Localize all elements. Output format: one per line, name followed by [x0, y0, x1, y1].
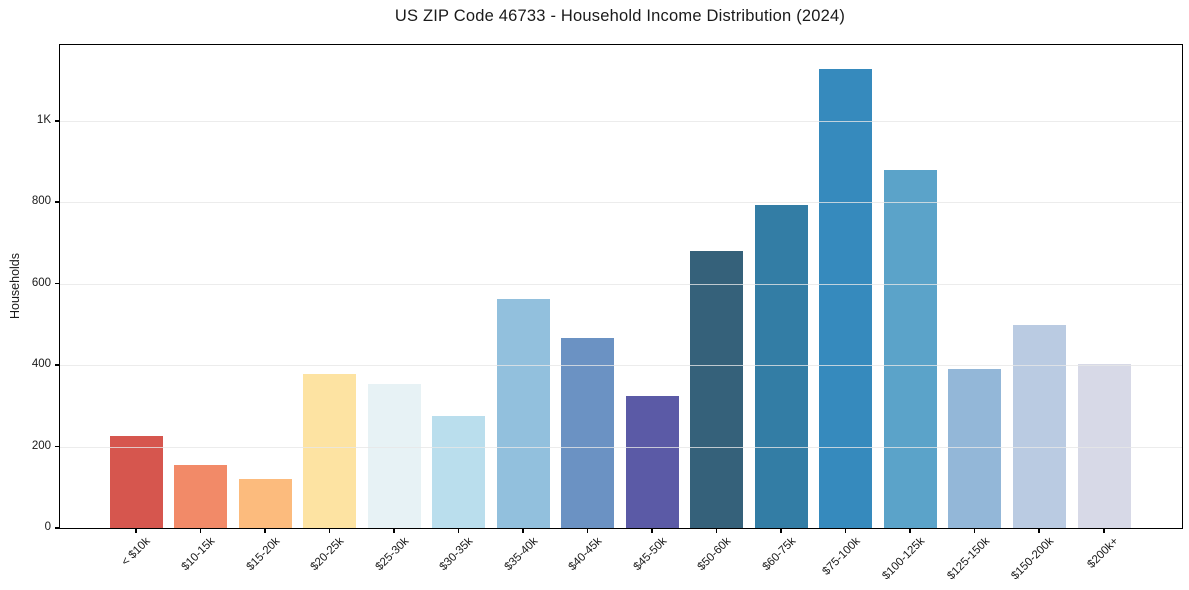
y-tick-label: 800	[31, 195, 51, 208]
bar	[1077, 364, 1131, 528]
x-tick-mark	[457, 529, 460, 533]
bar	[754, 204, 808, 528]
plot-area	[59, 44, 1183, 529]
y-tick-mark	[55, 445, 59, 448]
x-tick-label: $15-20k	[243, 535, 282, 574]
y-tick-label: 600	[31, 276, 51, 289]
x-tick-mark	[844, 529, 847, 533]
x-tick-mark	[973, 529, 976, 533]
bar	[883, 169, 937, 528]
y-tick-label: 0	[44, 521, 51, 533]
x-tick-label: $125-150k	[944, 535, 992, 583]
x-tick-mark	[199, 529, 202, 533]
x-tick-mark	[135, 529, 137, 533]
x-tick-label: $30-35k	[437, 535, 476, 574]
y-tick-mark	[55, 120, 59, 122]
x-tick-mark	[780, 529, 782, 533]
x-tick-mark	[522, 529, 524, 533]
x-tick-label: $40-45k	[566, 535, 605, 574]
bar	[496, 298, 550, 528]
x-tick-label: $10-15k	[179, 535, 218, 574]
y-tick-mark	[55, 282, 59, 285]
x-tick-label: $25-30k	[373, 535, 411, 574]
gridline	[60, 202, 1182, 204]
y-tick-label: 400	[31, 358, 51, 371]
x-tick-label: $100-125k	[880, 535, 928, 583]
bar	[432, 416, 486, 528]
gridline	[60, 283, 1182, 285]
y-tick-mark	[55, 364, 59, 366]
x-tick-label: $75-100k	[820, 535, 863, 578]
x-tick-mark	[586, 529, 589, 533]
bar	[819, 69, 873, 528]
y-tick-mark	[55, 201, 59, 203]
x-tick-mark	[909, 529, 911, 533]
bar	[1012, 324, 1066, 528]
y-tick-label: 1K	[36, 114, 51, 127]
bar	[561, 337, 615, 528]
x-tick-mark	[651, 529, 653, 533]
x-tick-mark	[715, 529, 718, 533]
x-tick-label: $20-25k	[308, 535, 347, 574]
x-tick-label: < $10k	[119, 535, 153, 569]
x-tick-mark	[264, 529, 266, 533]
y-tick-label: 200	[31, 439, 51, 452]
x-tick-label: $35-40k	[502, 535, 540, 574]
x-tick-mark	[1038, 529, 1040, 533]
x-tick-label: $60-75k	[760, 535, 799, 574]
bar	[948, 368, 1002, 528]
x-tick-mark	[1103, 529, 1105, 533]
bar	[174, 464, 228, 528]
x-tick-mark	[328, 529, 331, 533]
bar	[303, 374, 357, 528]
y-tick-mark	[55, 527, 59, 529]
bar	[238, 478, 292, 528]
bar	[109, 436, 163, 528]
x-tick-label: $150-200k	[1009, 535, 1057, 583]
x-tick-mark	[393, 529, 395, 533]
bar	[690, 250, 744, 528]
bar	[367, 383, 421, 528]
chart-title: US ZIP Code 46733 - Household Income Dis…	[394, 7, 846, 25]
x-tick-label: $200k+	[1085, 535, 1121, 571]
x-tick-label: $45-50k	[631, 535, 670, 574]
x-tick-label: $50-60k	[695, 535, 734, 574]
bar	[625, 396, 679, 528]
gridline	[60, 121, 1182, 123]
